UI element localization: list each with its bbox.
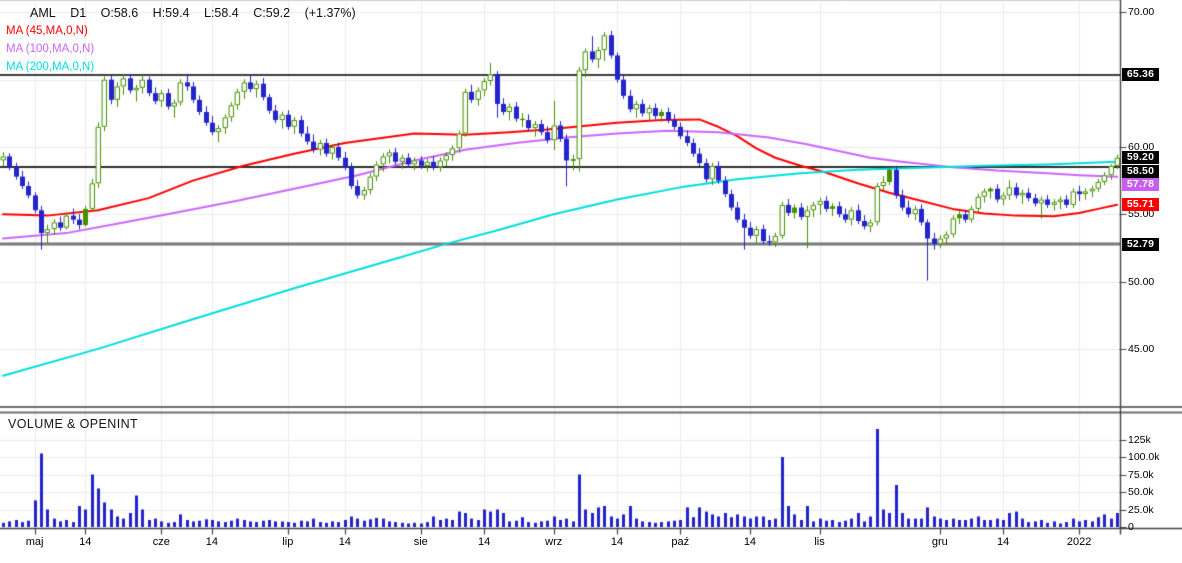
volume-tick-label: 75.0k	[1128, 468, 1154, 481]
high-value: H:59.4	[152, 6, 190, 20]
legend-ma200: MA (200,MA,0,N)	[6, 61, 95, 73]
date-axis-label: lip	[282, 536, 294, 548]
date-axis-label: 14	[477, 536, 491, 548]
date-axis-label: 14	[338, 536, 351, 548]
price-badge: 65.36	[1122, 68, 1159, 82]
price-tick-label: 45.00	[1128, 342, 1155, 355]
price-badge: 57.78	[1122, 178, 1159, 192]
date-axis-label: 14	[205, 536, 218, 548]
date-axis-label: 2022	[1066, 536, 1092, 548]
price-tick-label: 70.00	[1128, 6, 1155, 19]
volume-panel-title: VOLUME & OPENINT	[8, 417, 139, 431]
open-value: O:58.6	[100, 6, 139, 20]
volume-tick-label: 0	[1128, 521, 1134, 533]
date-axis-label: 14	[79, 536, 92, 548]
date-axis-label: 14	[743, 536, 757, 548]
legend-ma45: MA (45,MA,0,N)	[6, 25, 88, 37]
date-axis-label: wrz	[545, 536, 563, 548]
price-tick-label: 50.00	[1128, 275, 1155, 288]
date-axis-label: sie	[413, 536, 428, 548]
volume-tick-label: 100.0k	[1128, 451, 1160, 463]
date-axis-label: 14	[610, 536, 624, 548]
date-axis-label: lis	[814, 536, 825, 548]
low-value: L:58.4	[204, 6, 239, 20]
price-tick-label: 55.00	[1128, 208, 1155, 221]
symbol-label: AML	[30, 6, 56, 20]
close-value: C:59.2	[253, 6, 291, 20]
volume-tick-label: 125k	[1128, 433, 1151, 446]
date-axis-label: gru	[931, 536, 948, 548]
change-value: (+1.37%)	[304, 6, 356, 20]
price-badge: 55.71	[1122, 198, 1159, 212]
volume-tick-label: 50.0k	[1128, 486, 1154, 498]
price-badge: 58.50	[1122, 164, 1159, 178]
date-axis-label: maj	[25, 536, 44, 548]
chart-header: AML D1 O:58.6 H:59.4 L:58.4 C:59.2 (+1.3…	[30, 6, 367, 20]
price-badge: 52.79	[1122, 237, 1159, 251]
volume-tick-label: 25.0k	[1128, 503, 1154, 516]
timeframe-label: D1	[70, 6, 87, 20]
price-badge: 59.20	[1122, 151, 1159, 165]
price-tick-label: 60.00	[1128, 140, 1155, 153]
date-axis-label: cze	[152, 536, 170, 548]
date-axis-label: paź	[671, 536, 690, 548]
legend-ma100: MA (100,MA,0,N)	[6, 43, 95, 55]
date-axis-label: 14	[997, 536, 1010, 548]
